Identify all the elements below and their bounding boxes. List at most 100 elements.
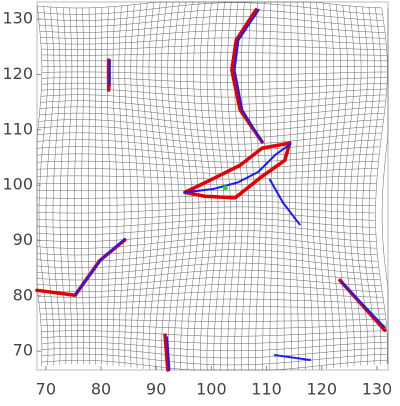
mesh-line [37,284,382,292]
mesh-line [307,1,313,371]
mesh-line [36,262,380,275]
mesh-line [37,2,383,15]
mesh-line [38,119,384,132]
mesh-line [41,66,387,68]
mesh-line [40,37,386,45]
y-tick-label: 80 [13,285,33,304]
y-tick-label: 70 [13,341,33,360]
curve [183,141,292,200]
mesh-line [375,7,388,365]
mesh-line [36,236,377,249]
mesh-line [39,112,384,126]
mesh-line [41,347,387,359]
y-tick-label: 90 [13,230,33,249]
mesh-line [88,7,90,365]
mesh-line [36,249,378,262]
mesh-line [38,6,49,366]
mesh-line [36,212,376,221]
mesh-line [37,132,382,145]
y-tick-label: 100 [2,175,33,194]
mesh-line [255,1,261,371]
mesh-line [381,7,389,365]
mesh-line [112,6,118,366]
mesh-line [41,77,387,83]
mesh-line [343,5,355,367]
mesh-line [36,218,376,228]
mesh-line [295,1,299,371]
mesh-line [41,336,387,344]
mesh [36,1,389,371]
mesh-line [36,230,376,242]
mesh-line [36,139,381,151]
mesh-line [41,341,387,352]
curve [163,333,170,372]
mesh-line [136,3,146,369]
mesh-line [41,330,387,337]
mesh-line [180,1,193,371]
x-tick-label: 70 [36,380,56,399]
mesh-line [40,100,386,112]
mesh-line [40,319,386,322]
mesh-line [38,298,384,304]
mesh-line [220,1,231,371]
mesh-line [36,269,380,281]
mesh-line [36,168,378,174]
mesh-line [66,7,73,365]
mesh-line [142,3,153,369]
mesh-line [36,6,43,367]
mesh-line [81,7,84,365]
mesh-line [167,1,180,371]
x-tick-label: 100 [196,380,227,399]
curve [183,143,292,194]
mesh-line [319,3,327,369]
x-tick-label: 80 [91,380,111,399]
mesh-line [38,9,383,21]
mesh-line [36,160,379,169]
curve [268,178,301,226]
curve [233,8,264,144]
mesh-line [200,1,212,371]
mesh-line [40,94,386,105]
mesh-line [36,153,379,163]
x-tick-label: 130 [362,380,393,399]
mesh-line [100,7,104,365]
mesh-line [36,224,376,235]
mesh-line [40,30,386,39]
mesh-line [41,88,387,98]
mesh-line [248,1,255,371]
mesh-line [36,242,377,256]
mesh-line [37,1,382,9]
mesh-line [39,306,385,309]
mesh-line [36,201,376,206]
mesh-line [39,16,384,27]
mesh-line [36,146,380,157]
point [222,185,228,191]
mesh-line [36,276,381,287]
mesh-line [41,71,387,76]
mesh-line [301,1,306,371]
mesh-line [325,3,334,369]
mesh-line [59,7,67,365]
mesh-line [36,206,376,214]
mesh-line [193,1,206,371]
x-tick-label: 110 [251,380,282,399]
mesh-line [41,82,387,91]
mesh-line [36,189,376,192]
curve [340,281,386,329]
mesh-line [41,45,387,50]
mesh-line [337,5,348,367]
mesh-line [52,7,61,365]
curve [273,354,312,362]
mesh-line [37,125,383,139]
mesh-line [39,106,385,119]
curve [230,7,264,144]
mesh-line [262,1,267,371]
x-tick-label: 120 [307,380,338,399]
mesh-line [227,1,237,371]
mesh-line [73,7,79,365]
mesh-line [206,1,219,371]
mesh-line [41,353,387,366]
mesh-line [368,7,382,365]
